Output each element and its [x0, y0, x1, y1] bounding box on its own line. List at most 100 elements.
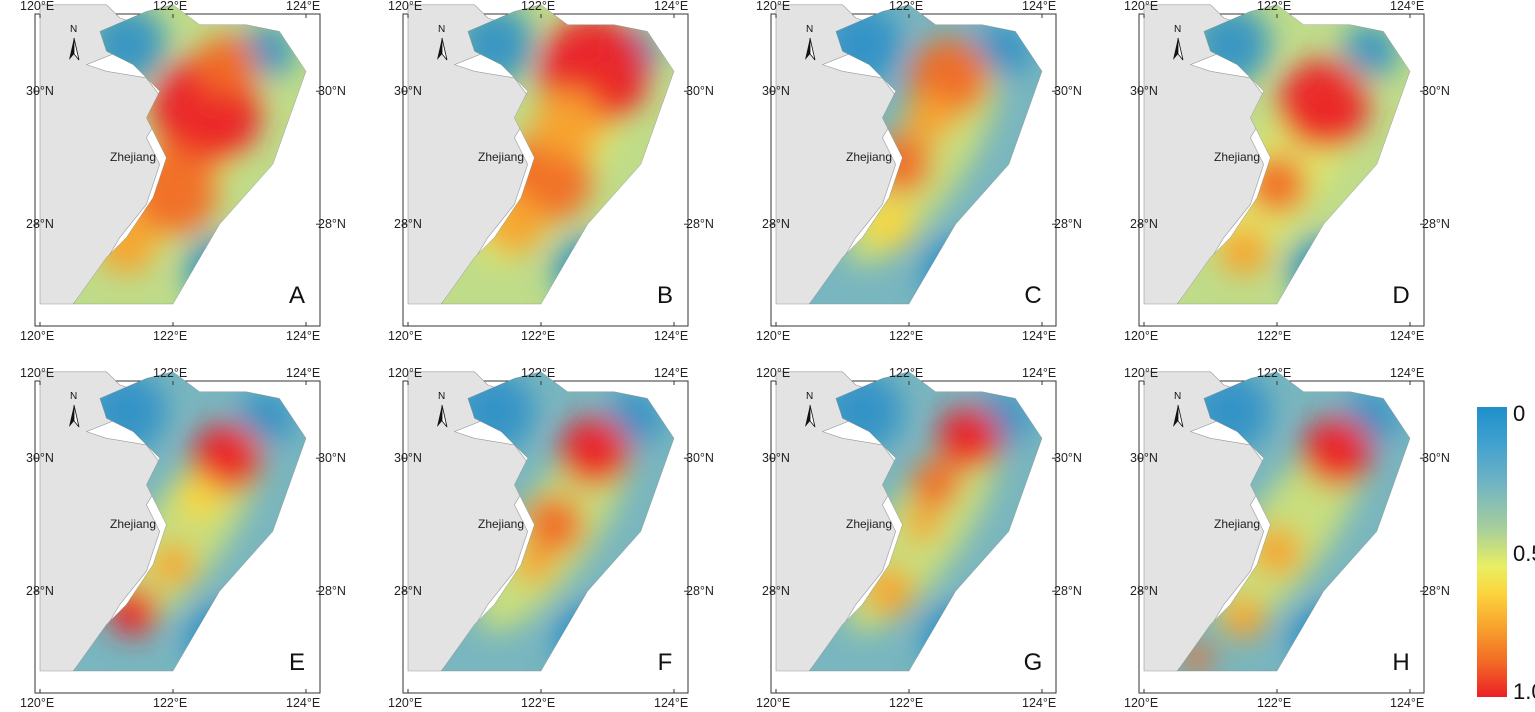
lon-tick-label: 124°E	[654, 366, 689, 380]
panel-letter: G	[1023, 649, 1043, 676]
lon-tick-label: 122°E	[1257, 329, 1292, 343]
lon-tick-label: 124°E	[654, 696, 689, 710]
lat-tick-label: 30°N	[394, 451, 422, 466]
lon-tick-label: 124°E	[1390, 366, 1425, 380]
colorbar-max-label: 1.0	[1513, 679, 1535, 704]
north-arrow-label: N	[438, 391, 446, 402]
lon-tick-label: 120°E	[1124, 696, 1159, 710]
lon-tick-label: 122°E	[521, 329, 556, 343]
map-svg	[34, 4, 321, 327]
hotspot	[1278, 59, 1369, 150]
lon-tick-label: 120°E	[20, 366, 55, 380]
lon-tick-label: 122°E	[521, 696, 556, 710]
lon-tick-label: 122°E	[889, 696, 924, 710]
lat-tick-label: 30°N	[1422, 451, 1450, 466]
map-panel-h: N 120°E 120°E 122°E 122°E 124°E 124°E 30°N 30°N 2…	[1124, 366, 1467, 710]
lat-tick-label: 28°N	[762, 217, 790, 232]
hotspot	[910, 459, 961, 510]
lon-tick-label: 124°E	[1390, 696, 1425, 710]
lat-tick-label: 28°N	[1130, 217, 1158, 232]
lat-tick-label: 30°N	[26, 84, 54, 99]
lon-tick-label: 120°E	[388, 696, 423, 710]
lon-tick-label: 120°E	[388, 366, 423, 380]
north-arrow-label: N	[70, 24, 78, 35]
lon-tick-label: 120°E	[388, 329, 423, 343]
lon-tick-label: 124°E	[654, 0, 689, 13]
map-svg	[770, 371, 1057, 694]
lon-tick-label: 122°E	[521, 0, 556, 13]
north-arrow-label: N	[1174, 24, 1182, 35]
lat-tick-label: 30°N	[26, 451, 54, 466]
lon-tick-label: 124°E	[286, 329, 321, 343]
map-panel-a: N 120°E 120°E 122°E 122°E 124°E 124°E 30°N 30°N 2…	[20, 0, 363, 343]
panel-letter: C	[1024, 282, 1042, 309]
map-svg	[770, 4, 1057, 327]
lon-tick-label: 124°E	[1390, 329, 1425, 343]
hotspot	[196, 34, 257, 95]
lon-tick-label: 122°E	[1257, 366, 1292, 380]
land-area	[39, 4, 168, 305]
lat-tick-label: 28°N	[394, 584, 422, 599]
hotspot	[1218, 225, 1269, 276]
hotspot	[191, 423, 262, 494]
lon-tick-label: 122°E	[153, 329, 188, 343]
north-arrow-icon	[1173, 37, 1184, 61]
lat-tick-label: 30°N	[318, 451, 346, 466]
lon-tick-label: 122°E	[153, 0, 188, 13]
lon-tick-label: 124°E	[286, 0, 321, 13]
map-svg	[402, 4, 689, 327]
lat-tick-label: 28°N	[1422, 217, 1450, 232]
hotspot	[177, 476, 222, 521]
hotspot	[904, 506, 941, 543]
north-arrow-label: N	[806, 24, 814, 35]
region-label: Zhejiang	[1214, 517, 1261, 531]
lon-tick-label: 122°E	[153, 696, 188, 710]
hotspot	[532, 89, 603, 160]
lon-tick-label: 124°E	[1022, 366, 1057, 380]
lon-tick-label: 124°E	[1022, 329, 1057, 343]
region-label: Zhejiang	[1214, 150, 1261, 164]
map-svg	[34, 371, 321, 694]
lon-tick-label: 120°E	[1124, 329, 1159, 343]
lon-tick-label: 122°E	[889, 329, 924, 343]
lat-tick-label: 28°N	[318, 217, 346, 232]
lon-tick-label: 120°E	[20, 0, 55, 13]
region-label: Zhejiang	[846, 150, 893, 164]
hotspot	[524, 494, 585, 555]
panel-letter: H	[1392, 649, 1410, 676]
map-panel-c: N 120°E 120°E 122°E 122°E 124°E 124°E 30°N 30°N 2…	[756, 0, 1099, 343]
sea-field	[809, 4, 1042, 305]
lat-tick-label: 28°N	[1422, 584, 1450, 599]
north-arrow-label: N	[70, 391, 78, 402]
lat-tick-label: 30°N	[686, 451, 714, 466]
land-area	[775, 371, 904, 672]
lat-tick-label: 30°N	[394, 84, 422, 99]
lon-tick-label: 124°E	[1390, 0, 1425, 13]
lat-tick-label: 28°N	[686, 584, 714, 599]
colorbar-mid-label: 0.5	[1513, 541, 1535, 566]
lat-tick-label: 30°N	[1130, 84, 1158, 99]
panel-letter: B	[656, 282, 673, 309]
north-arrow-icon	[437, 37, 448, 61]
lat-tick-label: 30°N	[318, 84, 346, 99]
lat-tick-label: 28°N	[762, 584, 790, 599]
lon-tick-label: 124°E	[1022, 696, 1057, 710]
lat-tick-label: 30°N	[1054, 451, 1082, 466]
north-arrow-icon	[69, 37, 80, 61]
land-area	[1143, 371, 1272, 672]
panel-letter: D	[1392, 282, 1410, 309]
lat-tick-label: 30°N	[762, 84, 790, 99]
map-panel-g: N 120°E 120°E 122°E 122°E 124°E 124°E 30°N 30°N 2…	[756, 366, 1099, 710]
lon-tick-label: 122°E	[889, 0, 924, 13]
lat-tick-label: 30°N	[762, 451, 790, 466]
lat-tick-label: 28°N	[26, 584, 54, 599]
land-area	[39, 371, 168, 672]
lat-tick-label: 30°N	[1422, 84, 1450, 99]
colorbar-legend: 0 0.5 1.0	[1477, 403, 1535, 703]
lon-tick-label: 120°E	[388, 0, 423, 13]
map-panel-e: N 120°E 120°E 122°E 122°E 124°E 124°E 30°N 30°N 2…	[20, 367, 363, 710]
lat-tick-label: 28°N	[686, 217, 714, 232]
map-panel-f: N 120°E 120°E 122°E 122°E 124°E 124°E 30°N 30°N 2…	[388, 366, 731, 710]
lon-tick-label: 120°E	[1124, 0, 1159, 13]
sea-field	[73, 4, 306, 305]
